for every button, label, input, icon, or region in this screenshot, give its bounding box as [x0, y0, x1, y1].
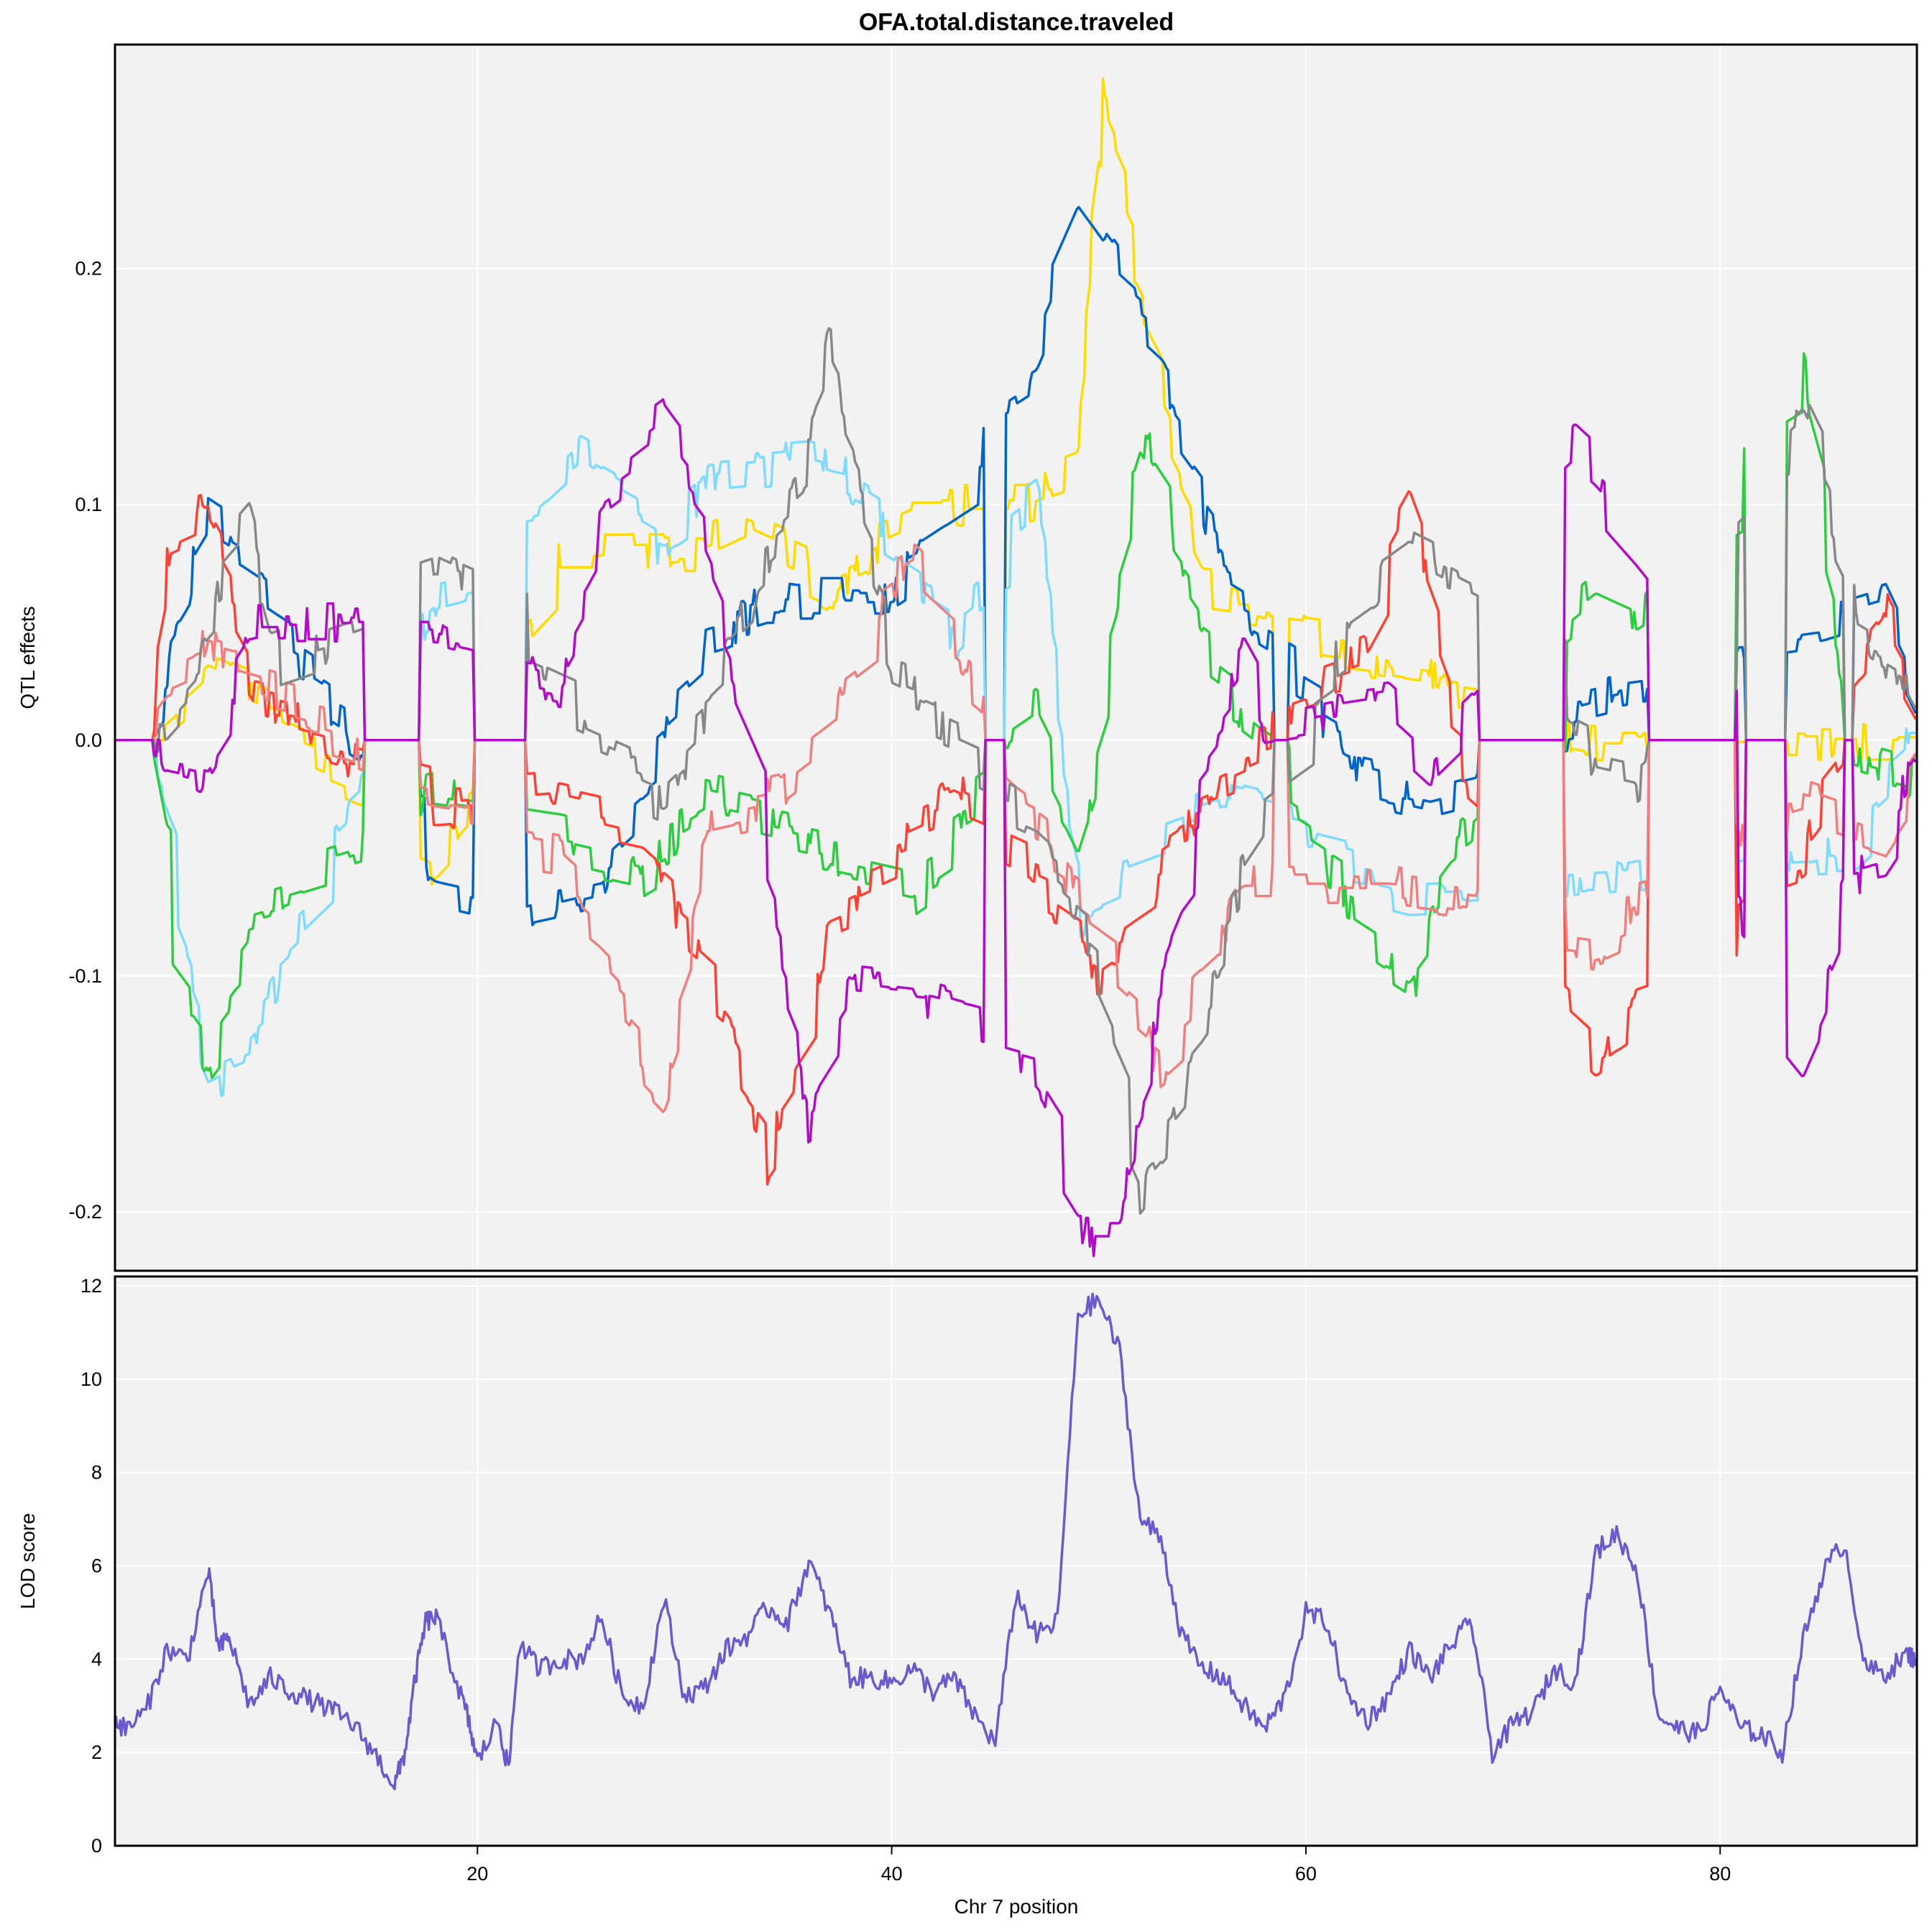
- y-tick-label: 12: [80, 1275, 102, 1297]
- effects-series: [115, 77, 1917, 1258]
- lod-series: [114, 1292, 1918, 1790]
- y-tick-label: 6: [91, 1555, 102, 1576]
- y-tick-label: 8: [91, 1462, 102, 1484]
- y-tick-label: 0.1: [75, 494, 102, 515]
- effects-y-ticks: -0.2 -0.1 0.0 0.1 0.2: [68, 258, 102, 1223]
- y-tick-label: 0.2: [75, 258, 102, 280]
- x-axis-label: Chr 7 position: [954, 1895, 1079, 1918]
- y-tick-label: 4: [91, 1648, 102, 1670]
- lod-x-ticks: 20 40 60 80: [466, 1846, 1731, 1885]
- effects-panel: -0.2 -0.1 0.0 0.1 0.2 QTL effects: [17, 43, 1918, 1272]
- lod-plot-area: [115, 1276, 1917, 1846]
- series-line: [115, 397, 1917, 1258]
- series-line: [114, 1292, 1918, 1790]
- lod-frame: [114, 1275, 1918, 1847]
- x-tick-label: 40: [881, 1863, 903, 1885]
- chart-title: OFA.total.distance.traveled: [859, 9, 1174, 36]
- y-tick-label: 0.0: [75, 730, 102, 751]
- lod-panel: 0 2 4 6 8 10 12 20 40 60 80 LOD score Chr 7 posit…: [17, 1275, 1918, 1918]
- y-tick-label: -0.2: [68, 1201, 102, 1223]
- effects-frame: [114, 43, 1918, 1272]
- x-tick-label: 20: [466, 1863, 488, 1885]
- y-tick-label: -0.1: [68, 965, 102, 987]
- y-tick-label: 2: [91, 1742, 102, 1763]
- x-tick-label: 60: [1295, 1863, 1317, 1885]
- effects-y-axis-label: QTL effects: [17, 606, 39, 709]
- y-tick-label: 0: [91, 1835, 102, 1857]
- effects-plot-area: [115, 45, 1917, 1271]
- x-tick-label: 80: [1709, 1863, 1731, 1885]
- y-tick-label: 10: [80, 1368, 102, 1390]
- lod-y-ticks: 0 2 4 6 8 10 12: [80, 1275, 102, 1857]
- lod-y-axis-label: LOD score: [17, 1513, 39, 1609]
